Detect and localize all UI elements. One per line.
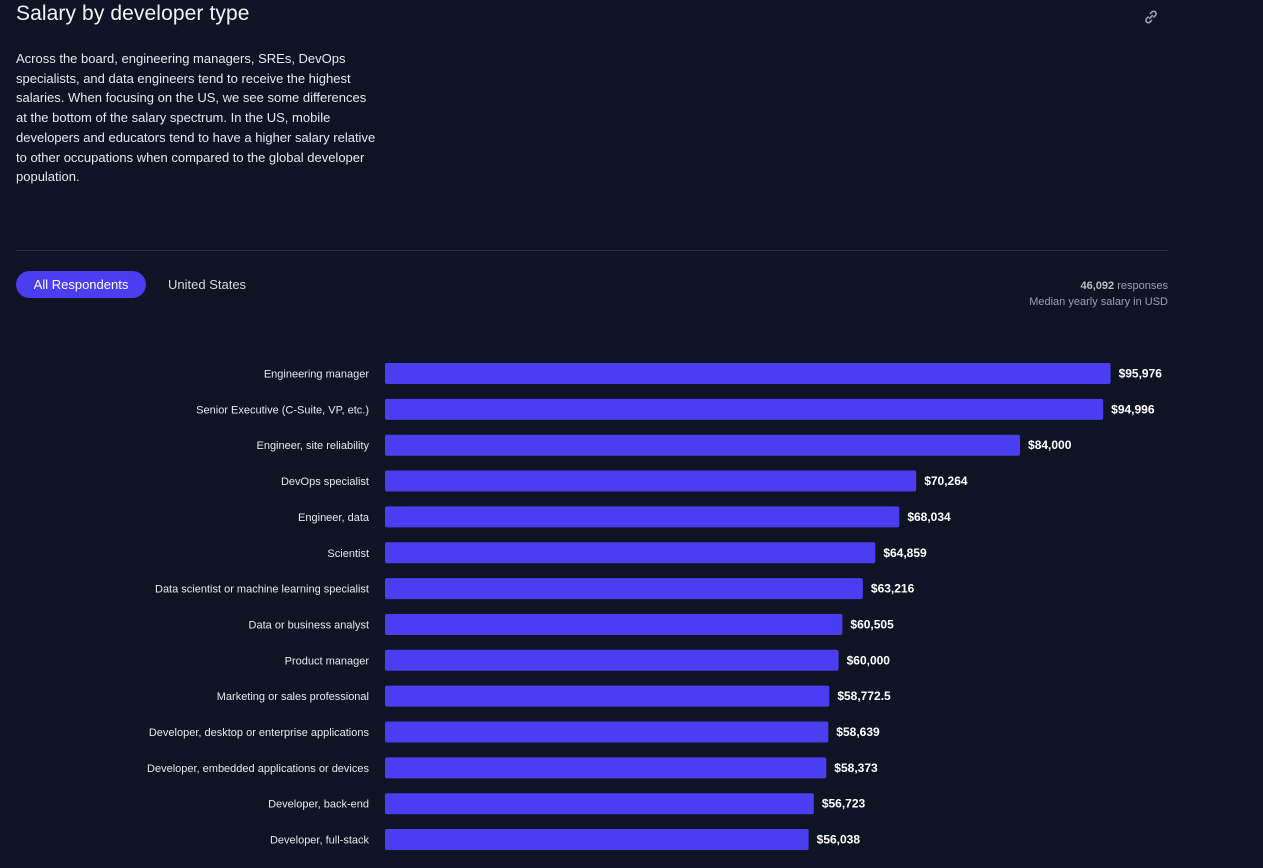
category-label: Scientist — [327, 548, 369, 560]
category-label: Data scientist or machine learning speci… — [155, 584, 369, 596]
category-label: Data or business analyst — [249, 619, 369, 631]
category-label: Developer, full-stack — [270, 835, 370, 847]
salary-bar[interactable] — [385, 363, 1111, 384]
salary-bar[interactable] — [385, 721, 829, 743]
salary-bar[interactable] — [385, 542, 876, 564]
value-label: $58,373 — [834, 761, 878, 775]
category-label: Developer, desktop or enterprise applica… — [149, 727, 370, 739]
value-label: $68,034 — [907, 510, 951, 524]
link-icon[interactable] — [1143, 9, 1159, 25]
salary-bar[interactable] — [385, 757, 827, 779]
salary-bar[interactable] — [385, 470, 917, 492]
section-divider — [16, 250, 1168, 251]
salary-bar[interactable] — [385, 685, 830, 707]
value-label: $94,996 — [1111, 402, 1155, 416]
category-label: Senior Executive (C-Suite, VP, etc.) — [196, 404, 369, 416]
value-label: $63,216 — [871, 582, 915, 596]
salary-bar[interactable] — [385, 613, 843, 635]
response-meta: 46,092 responses Median yearly salary in… — [1029, 278, 1168, 310]
value-label: $60,505 — [850, 617, 894, 631]
chart-subtitle: Median yearly salary in USD — [1029, 296, 1168, 308]
value-label: $58,772.5 — [837, 689, 891, 703]
responses-label: responses — [1117, 280, 1168, 292]
category-label: Developer, back-end — [268, 799, 369, 811]
value-label: $58,639 — [836, 725, 880, 739]
value-label: $56,723 — [822, 797, 866, 811]
responses-count: 46,092 — [1080, 280, 1115, 292]
category-label: DevOps specialist — [281, 476, 369, 488]
salary-bar[interactable] — [385, 578, 863, 600]
salary-bar[interactable] — [385, 398, 1104, 420]
category-label: Engineer, data — [298, 512, 370, 524]
page-title: Salary by developer type — [16, 2, 250, 25]
value-label: $60,000 — [847, 653, 891, 667]
salary-bar[interactable] — [385, 793, 814, 815]
value-label: $95,976 — [1119, 367, 1163, 381]
salary-bar-chart: Engineering manager $95,976 Senior Executi… — [147, 363, 1163, 851]
salary-bar[interactable] — [385, 434, 1021, 456]
value-label: $84,000 — [1028, 438, 1072, 452]
category-label: Engineer, site reliability — [256, 440, 369, 452]
value-label: $64,859 — [883, 546, 927, 560]
salary-bar[interactable] — [385, 829, 809, 851]
category-label: Marketing or sales professional — [217, 691, 369, 703]
salary-bar[interactable] — [385, 506, 900, 528]
category-label: Developer, embedded applications or devi… — [147, 763, 369, 775]
chart-description: Across the board, engineering managers, … — [16, 51, 376, 185]
salary-bar[interactable] — [385, 649, 839, 671]
value-label: $70,264 — [924, 474, 968, 488]
tab-united-states[interactable]: United States — [168, 277, 247, 292]
tab-all-respondents[interactable]: All Respondents — [16, 271, 146, 298]
value-label: $56,038 — [817, 833, 861, 847]
category-label: Product manager — [285, 655, 370, 667]
category-label: Engineering manager — [264, 369, 370, 381]
